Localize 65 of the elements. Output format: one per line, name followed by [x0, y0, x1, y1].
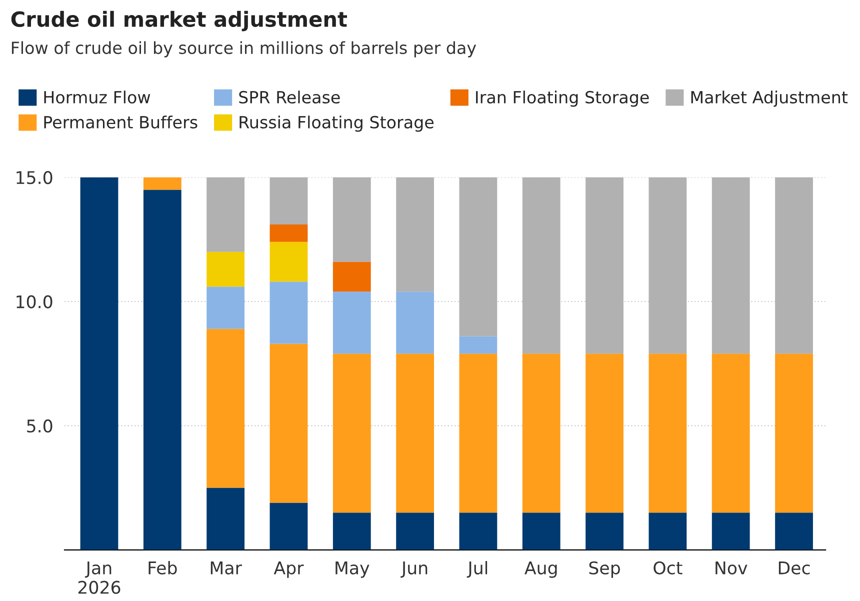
bar	[396, 292, 434, 354]
bar	[396, 354, 434, 513]
bar	[270, 282, 308, 344]
x-tick-label: Mar	[210, 562, 242, 574]
bar	[459, 512, 498, 550]
bar	[522, 512, 560, 550]
bar	[143, 177, 182, 190]
bar	[459, 177, 498, 336]
x-tick-label: Feb	[148, 561, 177, 574]
bar	[712, 512, 750, 550]
legend-label: Russia Floating Storage	[240, 116, 434, 132]
bar	[332, 292, 371, 354]
x-tick-label: Sep	[589, 561, 620, 578]
bar	[775, 354, 813, 513]
bar	[206, 328, 245, 488]
bar	[270, 242, 308, 282]
chart-subtitle: Flow of crude oil by source in millions of barrels per day	[12, 41, 476, 58]
bar	[648, 354, 687, 513]
bar	[648, 512, 687, 550]
x-tick-label: May	[336, 562, 370, 578]
bar	[332, 354, 371, 513]
bar	[332, 177, 371, 262]
chart-title: Crude oil market adjustment	[11, 10, 348, 32]
bar	[522, 354, 560, 513]
x-tick-label: Oct	[654, 561, 682, 574]
x-tick-label: Jan 2026	[78, 562, 120, 594]
bar	[270, 344, 308, 503]
bar	[396, 177, 434, 292]
bar	[206, 286, 245, 329]
y-tick-label: 10.0	[16, 295, 52, 308]
legend-label: Permanent Buffers	[44, 116, 198, 128]
bar	[143, 190, 182, 550]
legend-label: Hormuz Flow	[44, 90, 150, 104]
x-tick-label: Nov	[716, 562, 748, 574]
bar	[80, 177, 118, 550]
bar	[775, 177, 813, 354]
bar	[332, 262, 371, 292]
bar	[270, 177, 308, 224]
bar	[459, 354, 498, 513]
legend-label: Market Adjustment	[691, 90, 848, 107]
bar	[332, 512, 371, 550]
bar	[396, 512, 434, 550]
legend-label: Iran Floating Storage	[476, 90, 649, 107]
bar	[206, 252, 245, 287]
bar	[586, 177, 624, 354]
y-tick-label: 15.0	[16, 171, 52, 184]
bar	[522, 177, 560, 354]
bar	[775, 512, 813, 550]
x-tick-label: Jun	[400, 562, 428, 578]
bar	[270, 224, 308, 242]
bar	[648, 177, 687, 354]
bar	[712, 177, 750, 354]
x-tick-label: Apr	[274, 562, 304, 578]
y-tick-label: 5.0	[27, 419, 52, 433]
bar	[586, 354, 624, 513]
x-tick-label: Aug	[524, 562, 557, 578]
bar	[206, 488, 245, 550]
x-tick-label: Dec	[778, 562, 810, 574]
bar	[270, 502, 308, 550]
bar	[459, 336, 498, 354]
bar	[206, 177, 245, 252]
legend-label: SPR Release	[239, 90, 340, 104]
bar	[712, 354, 750, 513]
x-tick-label: Jul	[466, 561, 488, 578]
bar	[586, 512, 624, 550]
